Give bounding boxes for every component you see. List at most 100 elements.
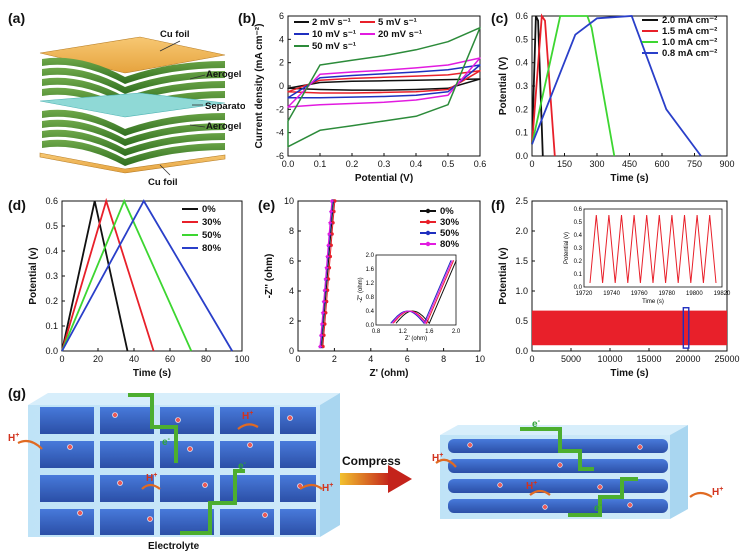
y-tick-label: 1.5 [515,256,528,266]
x-tick-label: 25000 [714,354,739,364]
y-tick-label: -6 [276,151,284,161]
inset-x-tick-label: 19740 [603,291,620,297]
legend-entry: 2.0 mA cm⁻² [662,15,717,26]
x-tick-label: 600 [654,159,669,169]
cv-loop-10-mV [287,64,481,99]
x-tick-label: 0 [295,354,300,364]
label-aerogel-bottom: Aerogel [206,121,241,132]
inset-x-axis-label: Time (s) [642,299,664,305]
x-tick-label: 0 [529,159,534,169]
inset-y-tick-label: 2.0 [366,253,375,259]
gcd-curve [531,15,616,157]
y-tick-label: 0.6 [45,196,58,206]
nyquist-line [321,200,334,347]
y-tick-label: 0.1 [45,321,58,331]
panel-a-schematic: Cu foil Aerogel Separator Aerogel Cu foi… [39,29,245,188]
x-tick-label: 40 [129,354,139,364]
cv-loop-2-mV [287,78,481,91]
y-tick-label: 10 [284,196,294,206]
gcd-compression-curve [61,197,155,352]
h-plus-1: H+ [8,432,19,444]
y-tick-label: -2 [276,104,284,114]
x-tick-label: 0.3 [378,159,391,169]
x-tick-label: 10 [475,354,485,364]
x-axis-label: Potential (V) [355,173,413,184]
x-tick-label: 0.0 [282,159,295,169]
y-tick-label: 0.3 [45,271,58,281]
x-tick-label: 150 [557,159,572,169]
y-tick-label: 0 [289,346,294,356]
inset-y-tick-label: 0.8 [366,295,375,301]
legend-entry: 0.8 mA cm⁻² [662,48,717,59]
inset-y-tick-label: 0.4 [574,233,583,239]
x-tick-label: 8 [441,354,446,364]
x-tick-label: 0.2 [346,159,359,169]
cv-loop-50-mV [287,26,481,148]
legend-entry: 80% [202,243,222,254]
gcd-compression-curve [61,200,129,352]
inset-y-tick-label: 0.3 [574,246,583,252]
inset-x-tick-label: 19820 [714,291,731,297]
x-tick-label: 5000 [561,354,581,364]
panel-label-d: (d) [8,197,26,213]
y-tick-label: 0.0 [45,346,58,356]
inset-y-tick-label: 0.0 [574,285,583,291]
nyquist-point [323,277,328,281]
legend-entry: 0% [440,206,454,217]
panel-label-f: (f) [491,197,505,213]
legend-entry: 0% [202,204,216,215]
panel-label-b: (b) [238,10,256,26]
legend-entry: 80% [440,239,460,250]
x-axis-label: Time (s) [610,173,648,184]
y-axis-label: Current density (mA cm⁻²) [254,24,265,149]
h-plus-2: H+ [242,410,253,422]
y-tick-label: 2.5 [515,196,528,206]
e-minus-4: e- [594,502,603,514]
inset-y-tick-label: 1.2 [366,281,375,287]
inset-x-tick-label: 2.0 [452,329,461,335]
h-plus-7: H+ [712,486,723,498]
y-tick-label: 0.3 [515,81,528,91]
y-tick-label: 0.2 [515,104,528,114]
y-tick-label: 0.0 [515,151,528,161]
inset-cycling-curve [589,214,717,284]
nyquist-point [327,232,332,236]
h-plus-6: H+ [526,480,537,492]
nyquist-point [325,254,330,259]
chart-d-gcd-compression: 0 20 40 60 80 100 0.0 0.1 0.2 0.3 0.4 0.5 0.6 Time (s… [28,196,250,379]
chart-b-cv: 0.0 0.1 0.2 0.3 0.4 0.5 0.6 -6 -4 -2 0 2 4 6 Potential… [254,11,487,184]
label-separator: Separator [205,101,245,112]
x-tick-label: 15000 [636,354,661,364]
inset-nyquist-line [395,260,457,325]
plot-frame [531,200,728,352]
inset-frame [583,208,723,288]
nyquist-point [318,333,323,338]
gcd-curve [531,13,556,157]
legend-entry: 50% [440,228,460,239]
x-tick-label: 450 [622,159,637,169]
e-minus-1: e- [162,436,171,448]
compress-label: Compress [342,454,401,468]
inset-x-tick-label: 19800 [686,291,703,297]
gcd-curve [531,15,702,157]
y-axis-label: -Z'' (ohm) [264,254,275,299]
inset-x-tick-label: 1.6 [425,329,434,335]
legend-entry: 1.5 mA cm⁻² [662,26,717,37]
x-tick-label: 20 [93,354,103,364]
y-tick-label: 0.4 [515,58,528,68]
x-tick-label: 0.6 [474,159,487,169]
inset-y-tick-label: 1.6 [366,267,375,273]
gcd-compression-curve [61,199,233,352]
uncompressed-aerogel: H+ H+ H+ H+ e- e- Electrolyte [8,393,340,552]
nyquist-point [322,288,327,293]
inset-y-tick-label: 0.0 [366,323,375,329]
e-minus-2: e- [238,460,247,472]
y-tick-label: 0.1 [515,128,528,138]
y-tick-label: 0 [279,81,284,91]
x-tick-label: 750 [687,159,702,169]
nyquist-point [321,299,326,304]
y-axis-label: Potential (V) [498,57,509,115]
x-tick-label: 60 [165,354,175,364]
x-tick-label: 300 [589,159,604,169]
legend-entry: 20 mV s⁻¹ [378,29,422,40]
